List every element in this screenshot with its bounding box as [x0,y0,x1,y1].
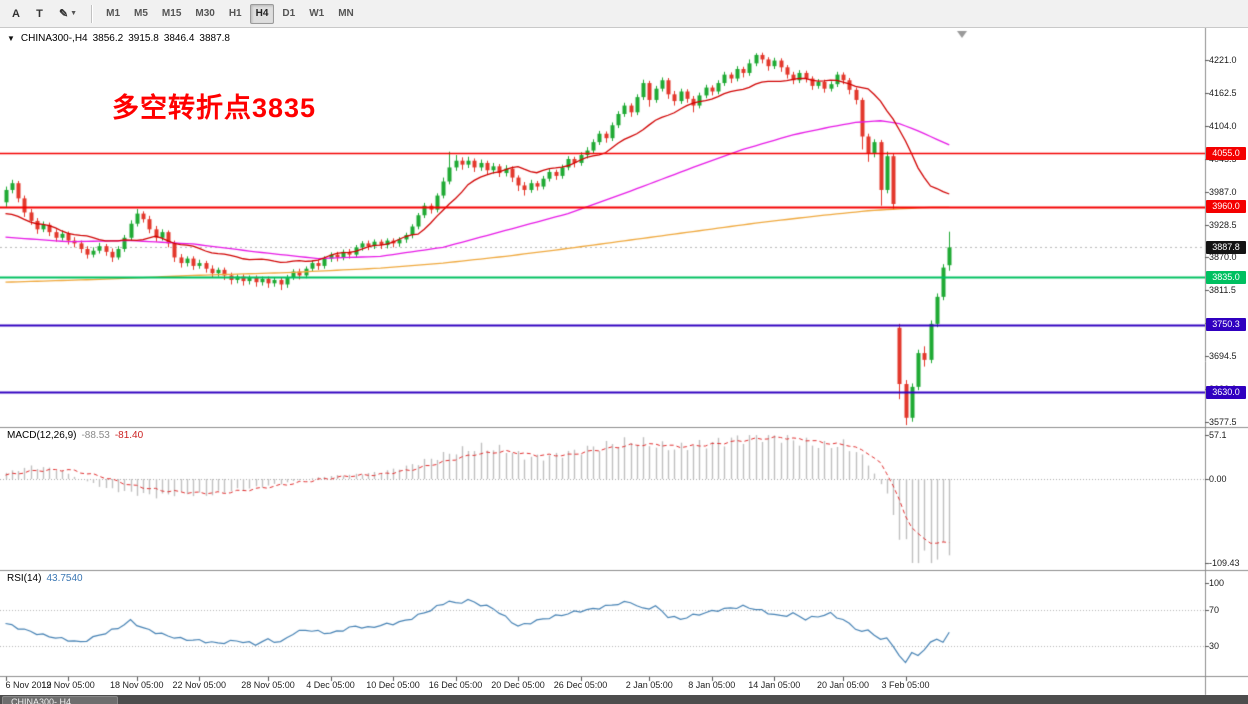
pencil-icon: ✎ [58,8,69,20]
hline-price-label: 3960.0 [1206,200,1246,214]
timeframe-button-m5[interactable]: M5 [128,4,154,24]
timeframe-button-h1[interactable]: H1 [223,4,248,24]
price-tick: 4162.5 [1209,87,1237,98]
price-tick: 3928.5 [1209,219,1237,230]
toolbar-separator [91,4,94,23]
timeframe-group: M1 M5 M15 M30 H1 H4 D1 W1 MN [99,3,361,24]
macd-tick: 57.1 [1209,430,1227,441]
draw-tool-button[interactable]: ✎ ▼ [52,3,84,24]
time-tick-label: 14 Jan 05:00 [748,680,801,690]
macd-label: MACD(12,26,9) [7,430,77,441]
price-tick: 4221.0 [1209,55,1237,65]
timeframe-button-m30[interactable]: M30 [189,4,220,24]
timeframe-button-m15[interactable]: M15 [156,4,187,24]
macd-header: MACD(12,26,9) -88.53 -81.40 [7,430,143,441]
toolbar: A T ✎ ▼ M1 M5 M15 M30 H1 H4 D1 W1 MN [0,0,1248,28]
price-tick: 3577.5 [1209,417,1237,427]
time-tick-label: 20 Dec 05:00 [491,680,545,690]
chart-tab-bar: CHINA300-,H4 [0,695,1248,704]
time-tick-label: 2 Jan 05:00 [625,680,673,690]
ohlc-close: 3887.8 [199,33,230,44]
time-tick-label: 8 Jan 05:00 [688,680,736,690]
time-tick-label: 6 Nov 2019 [5,680,52,690]
timeframe-button-m1[interactable]: M1 [100,4,126,24]
time-tick-label: 22 Nov 05:00 [172,680,227,690]
chart-header: ▼ CHINA300-,H4 3856.2 3915.8 3846.4 3887… [7,33,230,44]
chevron-down-icon: ▼ [70,10,78,17]
arrow-annotation-button[interactable]: A [5,3,27,24]
macd-signal-value: -81.40 [114,430,144,441]
time-tick-label: 4 Dec 05:00 [306,680,355,690]
macd-tick: 0.00 [1209,474,1227,484]
time-tick-label: 26 Dec 05:00 [553,680,608,690]
price-tick: 3870.0 [1209,252,1237,263]
price-tick: 3694.5 [1209,351,1237,362]
time-tick-label: 12 Nov 05:00 [41,680,95,690]
price-chart-canvas[interactable] [0,28,1248,696]
current-price-label: 3887.8 [1206,240,1246,254]
chart-annotation-text[interactable]: 多空转折点3835 [112,93,317,123]
ohlc-low: 3846.4 [163,33,195,44]
timeframe-button-d1[interactable]: D1 [276,4,301,24]
one-click-trading-icon[interactable]: ▼ [7,34,15,43]
price-tick: 4104.0 [1209,120,1237,131]
chart-tab[interactable]: CHINA300-,H4 [2,696,118,704]
hline-price-label: 3750.3 [1206,318,1246,332]
ohlc-open: 3856.2 [92,33,124,44]
rsi-tick: 70 [1209,605,1220,615]
rsi-tick: 30 [1209,641,1220,651]
time-tick-label: 10 Dec 05:00 [366,680,420,690]
price-tick: 3987.0 [1209,186,1237,197]
ohlc-high: 3915.8 [128,33,159,44]
timeframe-button-h4[interactable]: H4 [249,3,275,24]
text-annotation-button[interactable]: T [29,3,50,24]
time-tick-label: 28 Nov 05:00 [241,680,295,690]
time-tick-label: 3 Feb 05:00 [881,680,930,690]
rsi-label: RSI(14) [7,573,42,584]
time-tick-label: 20 Jan 05:00 [816,680,870,690]
macd-tick: -109.43 [1209,558,1240,569]
timeframe-button-w1[interactable]: W1 [303,4,330,24]
macd-main-value: -88.53 [81,430,110,441]
time-tick-label: 16 Dec 05:00 [428,680,483,690]
rsi-value: 43.7540 [46,573,83,584]
chart-symbol-period: CHINA300-,H4 [20,33,88,44]
time-tick-label: 18 Nov 05:00 [109,680,164,690]
rsi-tick: 100 [1209,578,1225,588]
rsi-header: RSI(14) 43.7540 [7,573,83,584]
timeframe-button-mn[interactable]: MN [332,4,360,24]
price-tick: 3811.5 [1209,285,1236,296]
hline-price-label: 3835.0 [1206,270,1246,284]
hline-price-label: 3630.0 [1206,385,1246,399]
hline-price-label: 4055.0 [1206,146,1246,160]
